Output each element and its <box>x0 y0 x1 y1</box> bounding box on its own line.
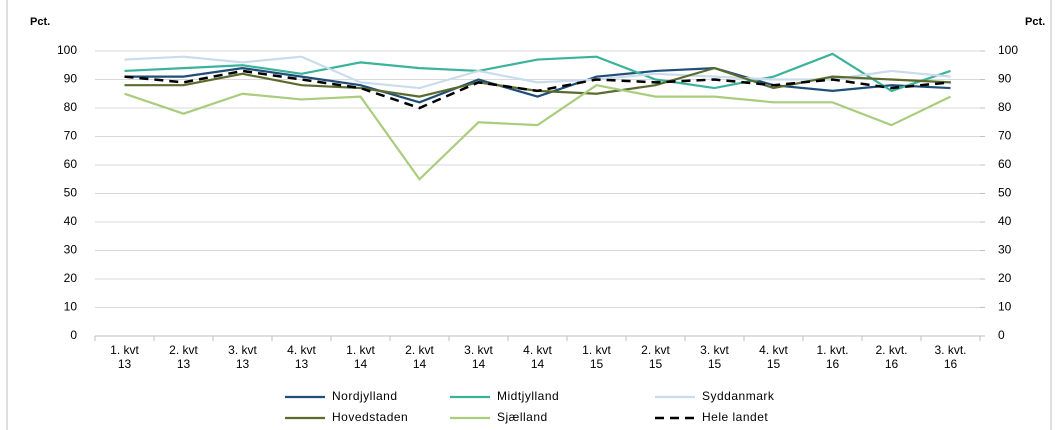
y2-tick-label: 50 <box>998 186 1012 200</box>
x-tick-line: 3. kvt. <box>934 343 966 357</box>
y2-tick-label: 10 <box>998 300 1012 314</box>
x-tick-line: 14 <box>413 357 427 371</box>
y-tick-label: 90 <box>64 72 78 86</box>
x-tick-label: 2. kvt 13 <box>169 343 198 371</box>
y-tick-label: 10 <box>64 300 78 314</box>
x-tick-label: 4. kvt 13 <box>287 343 316 371</box>
y-tick-label: 0 <box>70 328 77 342</box>
y2-axis-label: Pct. <box>1025 16 1045 28</box>
x-tick-line: 13 <box>295 357 309 371</box>
x-tick-label: 3. kvt 14 <box>464 343 493 371</box>
x-tick-line: 16 <box>826 357 840 371</box>
x-tick-line: 3. kvt <box>464 343 493 357</box>
y2-tick-label: 80 <box>998 100 1012 114</box>
x-tick-line: 2. kvt. <box>875 343 907 357</box>
x-tick-line: 14 <box>354 357 368 371</box>
x-tick-line: 1. kvt. <box>816 343 848 357</box>
series-line <box>124 66 951 104</box>
y2-tick-label: 0 <box>998 328 1005 342</box>
y2-tick-label: 100 <box>998 43 1018 57</box>
y-tick-label: 40 <box>64 214 78 228</box>
x-tick-label: 1. kvt 13 <box>110 343 139 371</box>
x-tick-line: 4. kvt <box>759 343 788 357</box>
x-tick-label: 2. kvt. 16 <box>875 343 907 371</box>
x-tick-line: 14 <box>531 357 545 371</box>
x-tick-label: 2. kvt 15 <box>641 343 670 371</box>
y-tick-label: 20 <box>64 271 78 285</box>
x-tick-line: 2. kvt <box>169 343 198 357</box>
x-tick-line: 15 <box>767 357 781 371</box>
x-tick-line: 3. kvt <box>228 343 257 357</box>
x-tick-line: 1. kvt <box>110 343 139 357</box>
x-tick-line: 14 <box>472 357 486 371</box>
y-tick-label: 100 <box>57 43 77 57</box>
x-tick-line: 13 <box>236 357 250 371</box>
legend-label: Hele landet <box>702 410 768 424</box>
legend-label: Midtjylland <box>497 389 559 403</box>
legend-label: Hovedstaden <box>332 410 408 424</box>
series-line <box>124 69 951 110</box>
x-tick-label: 4. kvt 15 <box>759 343 788 371</box>
x-tick-line: 2. kvt <box>405 343 434 357</box>
x-tick-line: 4. kvt <box>523 343 552 357</box>
y2-tick-label: 70 <box>998 129 1012 143</box>
x-tick-label: 3. kvt 13 <box>228 343 257 371</box>
y2-tick-label: 40 <box>998 214 1012 228</box>
legend-label: Sjælland <box>497 410 548 424</box>
x-tick-line: 15 <box>590 357 604 371</box>
x-tick-line: 15 <box>649 357 663 371</box>
x-tick-label: 1. kvt 15 <box>582 343 611 371</box>
x-tick-line: 13 <box>177 357 191 371</box>
x-tick-label: 3. kvt 15 <box>700 343 729 371</box>
series-line <box>124 52 951 93</box>
x-tick-line: 1. kvt <box>346 343 375 357</box>
y-axis-label: Pct. <box>30 16 50 28</box>
x-tick-line: 4. kvt <box>287 343 316 357</box>
x-tick-label: 1. kvt 14 <box>346 343 375 371</box>
y2-tick-label: 60 <box>998 157 1012 171</box>
x-tick-label: 1. kvt. 16 <box>816 343 848 371</box>
x-tick-line: 16 <box>944 357 958 371</box>
x-tick-line: 16 <box>885 357 899 371</box>
x-tick-label: 4. kvt 14 <box>523 343 552 371</box>
x-tick-label: 2. kvt 14 <box>405 343 434 371</box>
legend-label: Nordjylland <box>332 389 398 403</box>
x-tick-line: 13 <box>118 357 132 371</box>
y-tick-label: 70 <box>64 129 78 143</box>
y-tick-label: 60 <box>64 157 78 171</box>
y2-tick-label: 90 <box>998 72 1012 86</box>
legend-label: Syddanmark <box>702 389 775 403</box>
x-tick-line: 2. kvt <box>641 343 670 357</box>
x-tick-line: 15 <box>708 357 722 371</box>
x-tick-line: 1. kvt <box>582 343 611 357</box>
series-line <box>124 84 951 181</box>
y-tick-label: 30 <box>64 243 78 257</box>
y-tick-label: 80 <box>64 100 78 114</box>
y2-tick-label: 20 <box>998 271 1012 285</box>
y-tick-label: 50 <box>64 186 78 200</box>
y2-tick-label: 30 <box>998 243 1012 257</box>
x-tick-label: 3. kvt. 16 <box>934 343 966 371</box>
x-tick-line: 3. kvt <box>700 343 729 357</box>
